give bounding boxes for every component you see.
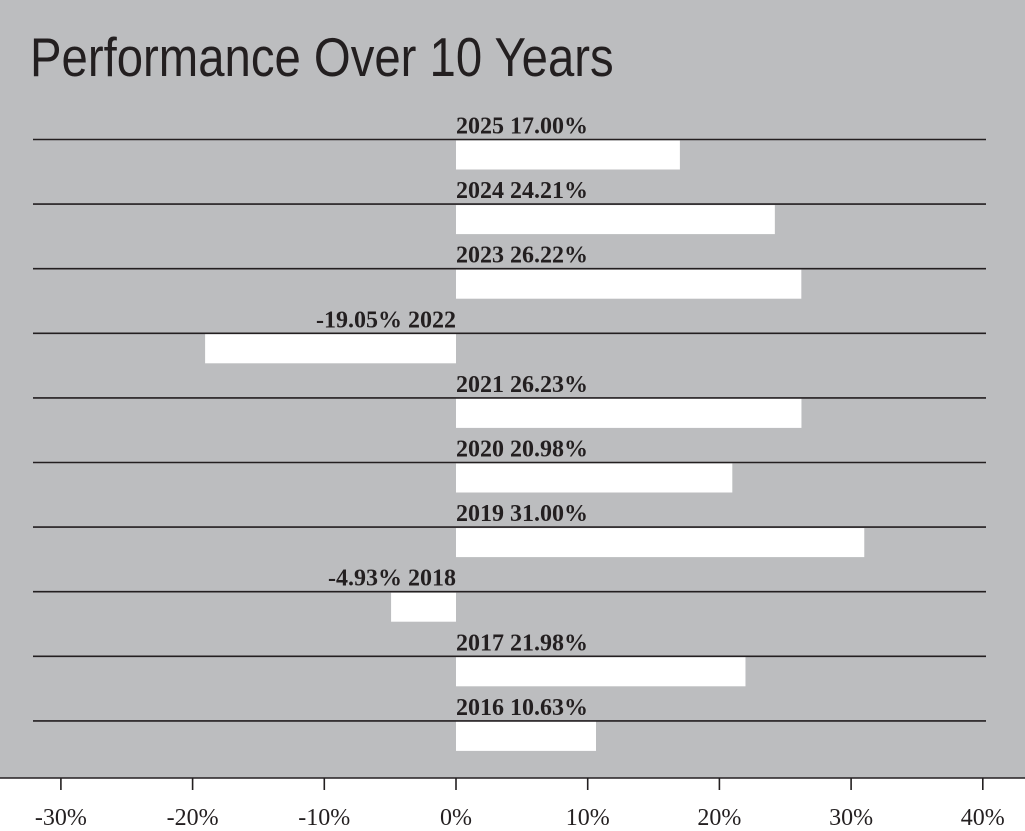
data-label: -19.05% 2022 [316, 307, 456, 333]
data-label: 2017 21.98% [456, 630, 588, 656]
x-tick-label: -20% [167, 805, 219, 831]
data-label: 2016 10.63% [456, 695, 588, 721]
x-tick-label: -10% [298, 805, 350, 831]
bar [456, 140, 680, 170]
bar [456, 721, 596, 751]
bar [456, 269, 802, 299]
bar [391, 592, 456, 622]
x-tick-label: 40% [961, 805, 1005, 831]
data-label: 2024 24.21% [456, 178, 588, 204]
bar [456, 205, 775, 235]
bar [456, 528, 865, 558]
data-label: 2020 20.98% [456, 437, 588, 463]
data-label: 2025 17.00% [456, 114, 588, 140]
bar [456, 398, 802, 428]
data-label: 2023 26.22% [456, 243, 588, 269]
x-tick-label: -30% [35, 805, 87, 831]
chart-title: Performance Over 10 Years [30, 26, 614, 88]
chart-panel [0, 0, 1025, 778]
data-label: -4.93% 2018 [328, 566, 456, 592]
x-tick-label: 30% [829, 805, 873, 831]
data-label: 2019 31.00% [456, 501, 588, 527]
x-tick-label: 20% [697, 805, 741, 831]
data-label: 2021 26.23% [456, 372, 588, 398]
x-tick-label: 0% [440, 805, 472, 831]
bar [456, 463, 733, 493]
x-tick-label: 10% [566, 805, 610, 831]
bar [205, 334, 456, 364]
bar [456, 657, 746, 687]
